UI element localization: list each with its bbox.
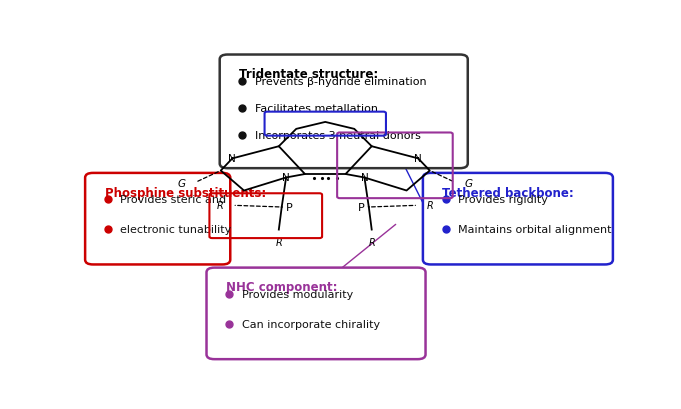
Text: N: N bbox=[229, 154, 236, 164]
Text: R: R bbox=[368, 237, 375, 247]
Text: Can incorporate chirality: Can incorporate chirality bbox=[242, 319, 380, 329]
FancyBboxPatch shape bbox=[206, 268, 426, 359]
Text: Tethered backbone:: Tethered backbone: bbox=[443, 186, 574, 199]
Text: R: R bbox=[217, 201, 223, 211]
Text: Facilitates metallation: Facilitates metallation bbox=[255, 104, 378, 114]
Text: N: N bbox=[414, 154, 422, 164]
Text: R: R bbox=[275, 237, 282, 247]
Text: G: G bbox=[178, 178, 186, 188]
Text: R: R bbox=[427, 201, 434, 211]
Text: P: P bbox=[358, 202, 365, 213]
Text: Phosphine substituents:: Phosphine substituents: bbox=[105, 186, 266, 199]
Text: Maintains orbital alignment: Maintains orbital alignment bbox=[458, 225, 612, 234]
Text: G: G bbox=[464, 178, 473, 188]
Text: P: P bbox=[285, 202, 292, 213]
Text: NHC component:: NHC component: bbox=[226, 281, 338, 294]
Text: N: N bbox=[360, 173, 368, 183]
Text: electronic tunability: electronic tunability bbox=[121, 225, 232, 234]
FancyBboxPatch shape bbox=[85, 173, 230, 265]
Text: Tridentate structure:: Tridentate structure: bbox=[239, 68, 379, 81]
Text: Provides steric and: Provides steric and bbox=[121, 195, 227, 204]
Text: Incorporates 3 neutral donors: Incorporates 3 neutral donors bbox=[255, 131, 421, 141]
Text: Provides modularity: Provides modularity bbox=[242, 289, 353, 299]
Text: Prevents β-hydride elimination: Prevents β-hydride elimination bbox=[255, 76, 427, 87]
FancyBboxPatch shape bbox=[220, 55, 468, 169]
Text: N: N bbox=[282, 173, 290, 183]
Text: Provides rigidity: Provides rigidity bbox=[458, 195, 548, 204]
FancyBboxPatch shape bbox=[423, 173, 613, 265]
